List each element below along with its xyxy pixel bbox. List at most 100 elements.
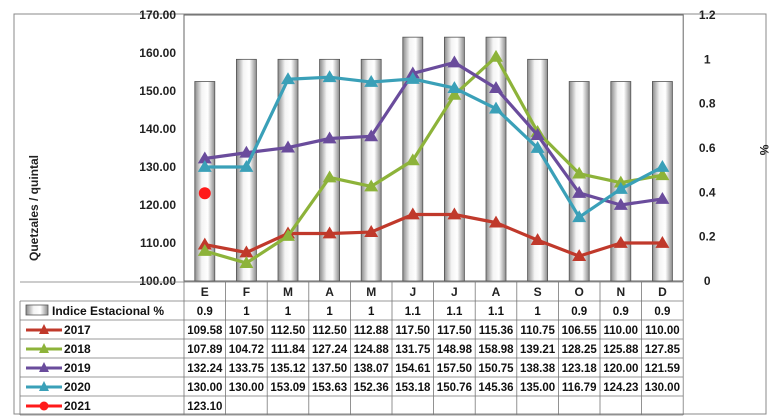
point-2019	[239, 145, 254, 158]
cell-indice: 1	[285, 306, 292, 318]
y-tick-label: 110.00	[140, 236, 176, 250]
cell-2020: 130.00	[645, 382, 680, 394]
cell-2019: 135.12	[270, 363, 305, 375]
cell-2018: 107.89	[187, 344, 222, 356]
category-label: E	[201, 285, 209, 299]
category-label: J	[451, 285, 458, 299]
category-label: M	[283, 285, 293, 299]
category-label: M	[366, 285, 376, 299]
cell-2020: 130.00	[187, 382, 222, 394]
category-label: D	[658, 285, 667, 299]
cell-2018: 124.88	[354, 344, 390, 356]
cell-indice: 0.9	[571, 306, 587, 318]
cell-2019: 138.07	[354, 363, 389, 375]
cell-2019: 154.61	[395, 363, 431, 375]
point-2020	[655, 160, 670, 172]
legend-label-2017: 2017	[64, 323, 91, 337]
category-label: J	[409, 285, 416, 299]
legend-marker-2020	[39, 381, 49, 391]
legend-key-indice	[25, 304, 49, 316]
y-tick-label: 100.00	[139, 274, 176, 288]
bar-indice-estacional	[443, 36, 465, 282]
cell-indice: 1	[326, 306, 333, 318]
category-label: A	[325, 285, 334, 299]
point-2017	[530, 233, 545, 246]
cell-2020: 130.00	[229, 382, 264, 394]
point-2017	[239, 245, 254, 258]
y2-tick-label: 1.2	[699, 8, 716, 22]
cell-2018: 127.24	[312, 344, 348, 356]
y2-tick-label: 0.6	[699, 141, 716, 155]
cell-2017: 115.36	[479, 325, 514, 337]
category-label: A	[492, 285, 501, 299]
point-2018	[655, 168, 670, 181]
point-2018	[447, 87, 462, 100]
point-2017	[322, 226, 337, 239]
series-2017	[197, 207, 670, 262]
cell-2017: 109.58	[187, 325, 223, 337]
cell-2018: 131.75	[395, 344, 431, 356]
legend-label-2020: 2020	[64, 380, 91, 394]
y-tick-label: 120.00	[139, 198, 176, 212]
point-2017	[447, 207, 462, 220]
category-label: O	[575, 285, 584, 299]
cell-indice: 1.1	[405, 306, 422, 318]
cell-2020: 153.63	[312, 382, 347, 394]
cell-2021: 123.10	[187, 401, 222, 413]
cell-indice: 1.1	[446, 306, 463, 318]
point-2020	[239, 160, 254, 172]
point-2017	[197, 237, 212, 250]
point-2018	[239, 256, 254, 268]
category-label: S	[534, 285, 542, 299]
cell-indice: 1	[243, 306, 250, 318]
point-2020	[322, 70, 337, 83]
point-2017	[405, 207, 420, 220]
point-2017	[489, 215, 503, 228]
point-2019	[572, 185, 587, 198]
bar-indice-estacional	[485, 36, 507, 282]
legend-marker-2019	[39, 362, 49, 372]
legend-marker-2017	[39, 324, 49, 334]
point-2020	[405, 71, 420, 84]
point-2020	[281, 72, 295, 85]
point-2020	[489, 101, 503, 114]
cell-2017: 110.00	[604, 325, 639, 337]
cell-2020: 145.36	[478, 382, 513, 394]
cell-2017: 106.55	[562, 325, 598, 337]
y-tick-label: 140.00	[139, 122, 176, 136]
point-2020	[613, 181, 628, 194]
bar-indice-estacional	[277, 58, 299, 282]
point-2019	[655, 191, 670, 204]
cell-2020: 135.00	[520, 382, 555, 394]
bar-indice-estacional	[319, 58, 341, 282]
point-2017	[613, 236, 628, 248]
point-2018	[405, 153, 420, 166]
legend-marker-2021	[39, 401, 49, 411]
bar-indice-estacional	[360, 58, 382, 282]
category-label: F	[243, 285, 250, 299]
point-2018	[489, 49, 503, 62]
cell-2018: 128.25	[562, 344, 598, 356]
cell-2020: 150.76	[437, 382, 472, 394]
cell-2018: 111.84	[271, 344, 306, 356]
cell-indice: 0.9	[654, 306, 670, 318]
legend-marker-2018	[39, 343, 49, 353]
plot-area: 100.00 110.00 120.00 130.00 140.00 150.00 160.…	[139, 8, 716, 288]
cell-2018: 139.21	[520, 344, 556, 356]
point-2019	[322, 131, 337, 144]
line-2018	[204, 55, 663, 265]
cell-indice: 1	[534, 306, 541, 318]
point-2019	[530, 128, 545, 141]
y2-tick-label: 0.4	[699, 185, 716, 199]
y2-tick-label: 0.2	[699, 230, 716, 244]
cell-2017: 117.50	[396, 325, 431, 337]
cell-indice: 0.9	[613, 306, 629, 318]
point-2019	[489, 81, 503, 94]
point-2018	[364, 179, 379, 192]
point-2019	[197, 151, 212, 164]
point-2020	[572, 210, 587, 223]
y-axis-label: Quetzales / quintal	[27, 155, 41, 261]
point-2017	[364, 225, 379, 237]
